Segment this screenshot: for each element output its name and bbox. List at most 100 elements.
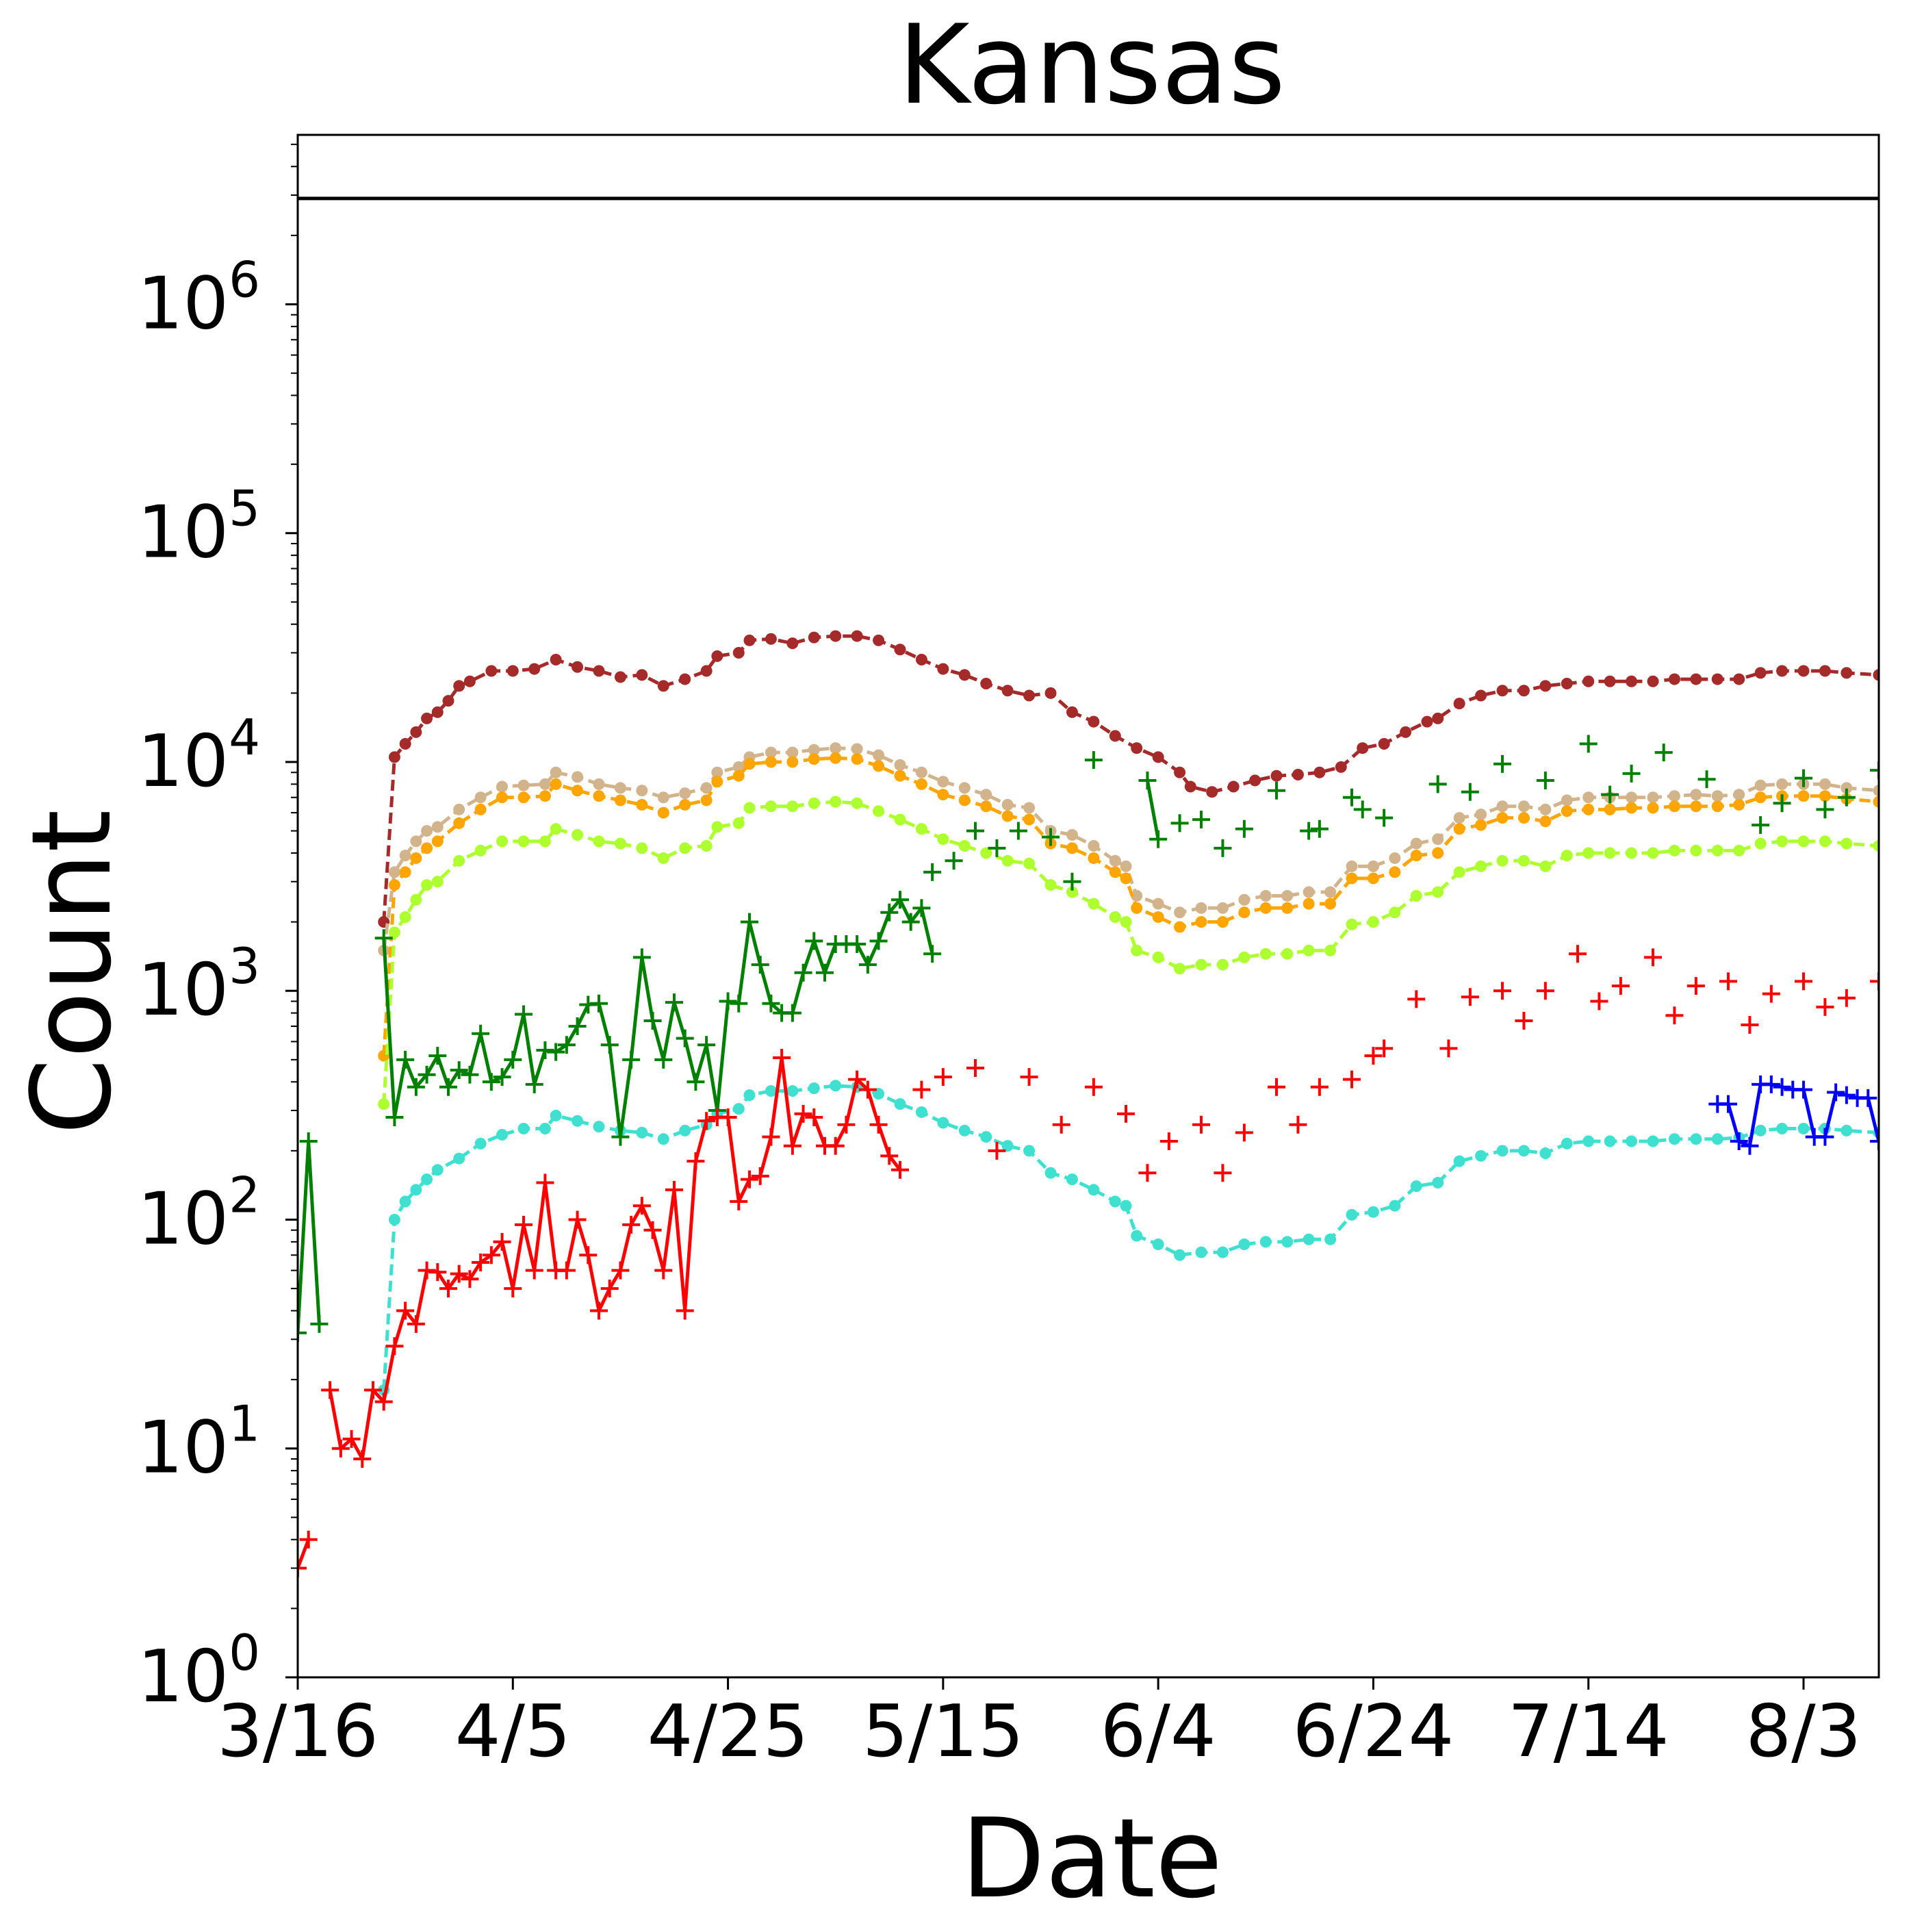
plot-frame xyxy=(296,134,1880,1679)
data-point xyxy=(1453,812,1465,824)
data-point xyxy=(515,1005,533,1024)
data-point xyxy=(593,665,605,677)
data-point xyxy=(1711,673,1723,685)
y-tick-label: 104 xyxy=(138,709,260,803)
data-point xyxy=(1174,1249,1186,1261)
data-point xyxy=(579,1246,598,1264)
data-point xyxy=(783,1004,801,1022)
data-point xyxy=(1569,945,1587,963)
data-point xyxy=(388,879,400,891)
data-point xyxy=(894,644,906,656)
data-point xyxy=(1668,673,1680,685)
data-point xyxy=(1819,790,1831,802)
data-point xyxy=(1873,796,1879,808)
data-point xyxy=(751,956,769,974)
data-point xyxy=(310,1314,329,1333)
data-point xyxy=(1601,785,1619,804)
data-point xyxy=(743,758,756,770)
data-point xyxy=(1353,800,1372,819)
data-point xyxy=(1235,819,1253,838)
data-point xyxy=(1195,902,1207,914)
data-point xyxy=(504,1050,522,1069)
data-point xyxy=(1206,786,1218,798)
data-point xyxy=(1238,906,1251,919)
data-point xyxy=(1730,1132,1748,1151)
data-point xyxy=(891,891,909,909)
data-point xyxy=(539,790,551,802)
data-point xyxy=(1795,769,1812,787)
data-point xyxy=(894,759,906,771)
data-point xyxy=(1604,1135,1616,1147)
data-point xyxy=(1776,835,1788,848)
data-point xyxy=(622,1050,641,1069)
data-point xyxy=(1668,790,1680,802)
data-point xyxy=(851,630,863,642)
data-point xyxy=(482,1073,500,1091)
data-point xyxy=(1795,972,1812,991)
data-point xyxy=(1195,958,1207,971)
data-point xyxy=(1152,751,1164,763)
data-point xyxy=(988,1141,1006,1160)
data-point xyxy=(869,932,888,950)
y-tick-label: 103 xyxy=(138,937,260,1032)
data-point xyxy=(1475,809,1487,821)
data-point xyxy=(299,1132,318,1151)
data-point xyxy=(786,637,799,650)
data-point xyxy=(765,746,777,759)
data-point xyxy=(988,839,1006,857)
data-point xyxy=(1389,906,1401,919)
y-tick-label: 105 xyxy=(138,480,260,574)
data-point xyxy=(1109,911,1121,924)
data-point xyxy=(399,738,411,750)
data-point xyxy=(665,993,683,1012)
data-point xyxy=(1249,774,1261,787)
data-point xyxy=(765,1085,777,1097)
data-point xyxy=(517,835,530,848)
data-point xyxy=(915,778,927,790)
data-point xyxy=(496,835,509,848)
data-point xyxy=(493,1232,511,1251)
data-point xyxy=(1346,918,1358,930)
data-point xyxy=(1837,989,1856,1007)
data-point xyxy=(539,778,551,790)
data-point xyxy=(1819,665,1831,677)
data-point xyxy=(453,854,465,867)
data-point xyxy=(915,823,927,835)
data-point xyxy=(1647,1135,1659,1147)
data-point xyxy=(1195,1246,1207,1258)
data-point xyxy=(1795,1080,1812,1099)
data-point xyxy=(816,963,834,982)
data-point xyxy=(1873,839,1879,852)
data-point xyxy=(1001,810,1014,822)
data-point xyxy=(418,1065,436,1084)
data-point xyxy=(1001,1140,1014,1152)
data-point xyxy=(1870,972,1879,991)
data-point xyxy=(1561,805,1573,817)
data-point xyxy=(496,780,509,793)
data-point xyxy=(1044,687,1057,699)
data-point xyxy=(453,817,465,829)
data-point xyxy=(1668,844,1680,856)
data-point xyxy=(711,766,723,778)
data-point xyxy=(937,663,949,675)
data-point xyxy=(1120,860,1132,872)
data-point xyxy=(1517,1145,1530,1157)
data-point xyxy=(1120,872,1132,885)
data-point xyxy=(410,852,422,864)
data-point xyxy=(1733,844,1745,856)
data-point xyxy=(1626,791,1638,804)
x-tick-label: 4/5 xyxy=(455,1690,571,1773)
data-point xyxy=(1776,665,1788,677)
data-point xyxy=(1496,1145,1509,1157)
data-point xyxy=(614,837,626,850)
data-point xyxy=(1023,857,1036,869)
series-line xyxy=(382,800,1879,1104)
data-point xyxy=(407,1078,425,1096)
data-point xyxy=(396,1301,415,1320)
data-point xyxy=(858,956,877,974)
data-point xyxy=(428,1263,447,1282)
data-point xyxy=(894,1098,906,1110)
data-point xyxy=(1582,791,1595,804)
data-point xyxy=(431,706,444,718)
data-point xyxy=(504,1280,522,1298)
